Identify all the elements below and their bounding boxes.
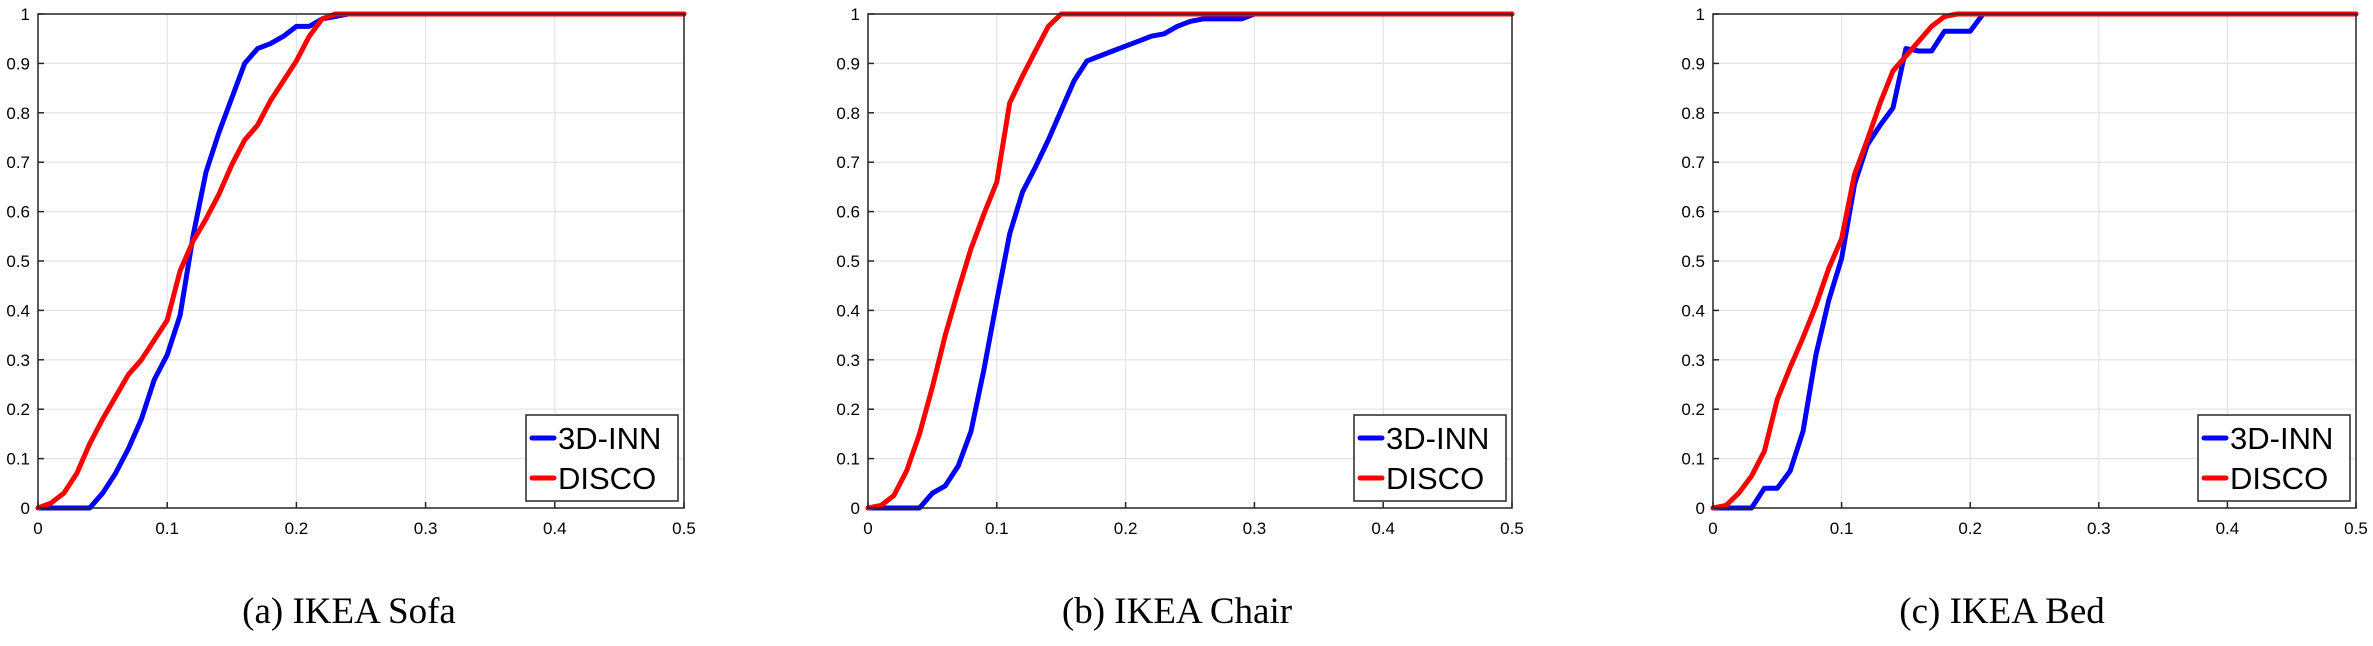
x-tick-label: 0.4 [2216,519,2240,538]
x-tick-label: 0.1 [985,519,1009,538]
y-tick-label: 0.2 [6,400,30,419]
series-line-3d-inn [35,11,687,511]
x-tick-label: 0.2 [1114,519,1138,538]
y-tick-label: 0.9 [1681,54,1705,73]
y-tick-label: 1 [1696,5,1705,24]
caption-c: (c) IKEA Bed [1899,591,2105,632]
legend-box [525,414,679,502]
y-tick-label: 0.7 [1681,153,1705,172]
y-tick-label: 0.3 [1681,351,1705,370]
series-line-disco [1710,11,2359,511]
y-tick-label: 0.8 [1681,104,1705,123]
series-line-disco [35,11,687,511]
series-line-3d-inn [865,11,1515,511]
y-tick-label: 1 [851,5,860,24]
caption-b: (b) IKEA Chair [1061,591,1293,632]
x-tick-label: 0.5 [1500,519,1524,538]
x-tick-label: 0 [1708,519,1717,538]
x-tick-label: 0.1 [1830,519,1854,538]
x-tick-label: 0.2 [285,519,309,538]
y-tick-label: 0.8 [836,104,860,123]
y-tick-label: 0.5 [1681,252,1705,271]
x-tick-label: 0.3 [2087,519,2111,538]
x-tick-label: 0.1 [155,519,179,538]
y-tick-label: 0.2 [836,400,860,419]
y-tick-label: 0.2 [1681,400,1705,419]
legend-label-3d-inn: 3D-INN [2230,421,2333,456]
y-tick-label: 0.6 [6,203,30,222]
y-tick-label: 0 [851,499,860,518]
x-tick-label: 0.5 [2344,519,2368,538]
y-tick-label: 0.9 [836,54,860,73]
y-tick-label: 0.7 [6,153,30,172]
x-tick-label: 0.3 [1243,519,1267,538]
y-tick-label: 0.8 [6,104,30,123]
chart-panel-1: 0 0.1 0.2 0.3 0.4 0.5 0 0.1 0.2 0.3 0.4 0.5 0.6 0.7 0.… [6,5,695,538]
series-line-disco [865,11,1515,511]
x-tick-label: 0.4 [1371,519,1395,538]
legend-label-disco: DISCO [1386,461,1484,496]
y-tick-label: 0 [21,499,30,518]
legend: 3D-INN DISCO [525,414,679,502]
y-tick-label: 0.7 [836,153,860,172]
y-tick-label: 0.4 [6,301,30,320]
legend: 3D-INN DISCO [2197,414,2351,502]
legend-box [2197,414,2351,502]
y-tick-label: 0.6 [1681,203,1705,222]
legend-label-3d-inn: 3D-INN [1386,421,1489,456]
y-tick-label: 0.9 [6,54,30,73]
legend-box [1353,414,1507,502]
y-tick-label: 0.6 [836,203,860,222]
caption-a: (a) IKEA Sofa [242,591,456,632]
y-tick-label: 0.1 [1681,450,1705,469]
y-tick-label: 0.3 [836,351,860,370]
y-tick-label: 0 [1696,499,1705,518]
legend: 3D-INN DISCO [1353,414,1507,502]
y-tick-label: 0.1 [836,450,860,469]
legend-label-3d-inn: 3D-INN [558,421,661,456]
chart-panel-2: 0 0.1 0.2 0.3 0.4 0.5 0 0.1 0.2 0.3 0.4 0.5 0.6 0.7 0.… [836,5,1523,538]
x-tick-label: 0.5 [672,519,696,538]
chart-panel-3: 0 0.1 0.2 0.3 0.4 0.5 0 0.1 0.2 0.3 0.4 0.5 0.6 0.7 0.… [1681,5,2367,538]
legend-label-disco: DISCO [2230,461,2328,496]
x-tick-label: 0 [863,519,872,538]
y-tick-label: 0.4 [836,301,860,320]
y-tick-label: 0.5 [836,252,860,271]
legend-label-disco: DISCO [558,461,656,496]
x-tick-label: 0.2 [1958,519,1982,538]
y-tick-label: 0.1 [6,450,30,469]
y-tick-label: 0.3 [6,351,30,370]
y-tick-label: 1 [21,5,30,24]
x-tick-label: 0.3 [414,519,438,538]
y-tick-label: 0.4 [1681,301,1705,320]
x-tick-label: 0 [33,519,42,538]
y-tick-label: 0.5 [6,252,30,271]
x-tick-label: 0.4 [543,519,567,538]
